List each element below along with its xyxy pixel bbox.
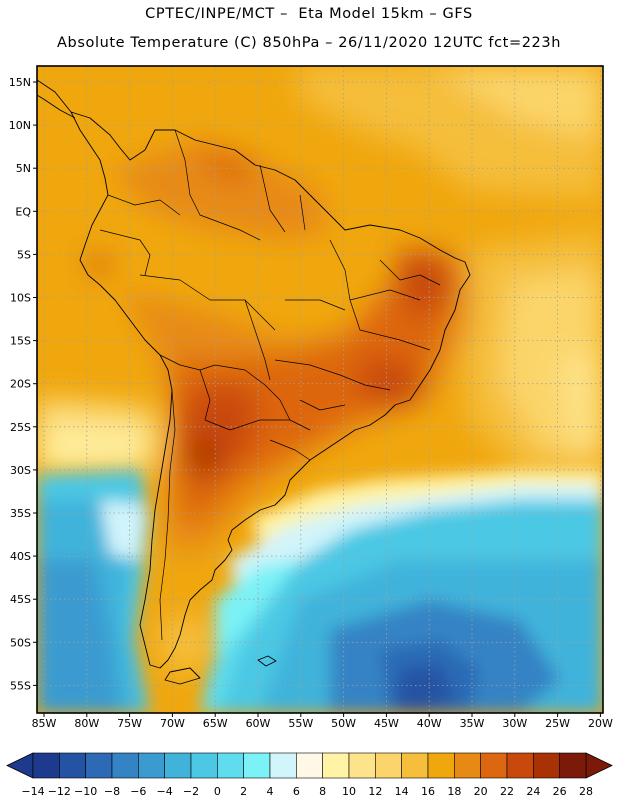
legend-tick-label: 20	[474, 785, 488, 798]
latitude-label: 5N	[16, 162, 31, 175]
legend-tick-label: −10	[74, 785, 97, 798]
legend-tick-label: 28	[579, 785, 593, 798]
map-title-line-2: Absolute Temperature (C) 850hPa – 26/11/…	[57, 35, 561, 51]
longitude-label: 20W	[588, 717, 613, 730]
longitude-label: 35W	[460, 717, 485, 730]
longitude-label: 45W	[374, 717, 399, 730]
longitude-label: 30W	[502, 717, 527, 730]
legend-color-swatch	[217, 752, 244, 779]
legend-color-swatch	[480, 752, 508, 779]
longitude-label: 85W	[32, 717, 57, 730]
legend-under-arrow	[6, 752, 34, 779]
legend-tick-label: 12	[368, 785, 382, 798]
longitude-label: 40W	[417, 717, 442, 730]
legend-tick-label: −4	[157, 785, 173, 798]
latitude-label: 10S	[10, 292, 31, 305]
legend-tick-label: 18	[447, 785, 461, 798]
legend-tick-label: 8	[319, 785, 326, 798]
legend-tick-label: −14	[21, 785, 44, 798]
longitude-label: 65W	[203, 717, 228, 730]
latitude-label: 15N	[9, 76, 31, 89]
latitude-label: 55S	[10, 679, 31, 692]
legend-color-swatch	[111, 752, 139, 779]
legend-tick-label: 2	[240, 785, 247, 798]
legend-tick-label: 16	[421, 785, 435, 798]
legend-color-swatch	[454, 752, 481, 779]
latitude-label: 20S	[10, 378, 31, 391]
tierra-del-fuego	[164, 667, 201, 685]
legend-tick-label: 26	[553, 785, 567, 798]
legend-color-swatch	[322, 752, 350, 779]
legend-color-swatch	[32, 752, 60, 779]
longitude-label: 55W	[288, 717, 313, 730]
latitude-label: EQ	[15, 205, 31, 218]
latitude-label: 40S	[10, 550, 31, 563]
legend-tick-label: 6	[293, 785, 300, 798]
longitude-label: 75W	[117, 717, 142, 730]
legend-over-arrow	[585, 752, 613, 779]
latitude-label: 15S	[10, 335, 31, 348]
longitude-axis: 85W 80W 75W 70W 65W 60W 55W 50W 45W 40W 35W 30W 25W 2…	[32, 713, 613, 730]
latitude-label: 45S	[10, 593, 31, 606]
longitude-label: 80W	[74, 717, 99, 730]
latitude-label: 50S	[10, 636, 31, 649]
latitude-label: 30S	[10, 464, 31, 477]
longitude-label: 25W	[545, 717, 570, 730]
legend-tick-label: 4	[267, 785, 274, 798]
longitude-label: 60W	[246, 717, 271, 730]
temperature-field	[37, 66, 603, 713]
legend-tick-label: 14	[395, 785, 409, 798]
south-america-coastline	[70, 111, 471, 669]
legend-color-swatch	[269, 752, 297, 779]
latitude-label: 25S	[10, 421, 31, 434]
legend-color-swatch	[401, 752, 429, 779]
legend-color-swatch	[85, 752, 113, 779]
map-frame	[36, 65, 604, 714]
legend-color-swatch	[138, 752, 165, 779]
legend-color-swatch	[533, 752, 560, 779]
latitude-label: 5S	[17, 248, 31, 261]
legend-color-swatch	[427, 752, 455, 779]
latitude-axis: 15N 10N 5N EQ 5S 10S 15S 20S 25S 30S 35S 40S 45S 50S 5…	[9, 76, 37, 692]
legend-color-swatch	[506, 752, 534, 779]
falkland-islands	[257, 655, 277, 667]
country-borders	[99, 129, 441, 641]
legend-color-swatch	[375, 752, 402, 779]
legend-tick-label: 22	[500, 785, 514, 798]
temperature-color-legend: −14 −12 −10 −8 −6 −4 −2 0 2 4 6 8 10 12 14 16 18 20 22 24 26…	[6, 752, 613, 798]
legend-color-swatch	[190, 752, 218, 779]
legend-tick-label: −12	[48, 785, 71, 798]
legend-color-swatch	[348, 752, 376, 779]
legend-tick-label: 24	[526, 785, 540, 798]
latitude-label: 35S	[10, 507, 31, 520]
latitude-label: 10N	[9, 119, 31, 132]
legend-color-swatch	[296, 752, 323, 779]
legend-tick-label: 10	[342, 785, 356, 798]
longitude-label: 70W	[160, 717, 185, 730]
legend-tick-label: −6	[130, 785, 146, 798]
legend-color-swatch	[164, 752, 192, 779]
legend-tick-label: 0	[214, 785, 221, 798]
legend-color-swatch	[59, 752, 86, 779]
legend-tick-label: −8	[104, 785, 120, 798]
legend-tick-label: −2	[183, 785, 199, 798]
legend-color-swatch	[243, 752, 271, 779]
longitude-label: 50W	[331, 717, 356, 730]
legend-color-swatch	[559, 752, 587, 779]
map-title-line-1: CPTEC/INPE/MCT – Eta Model 15km – GFS	[145, 6, 473, 22]
central-america-coastline	[37, 79, 76, 119]
